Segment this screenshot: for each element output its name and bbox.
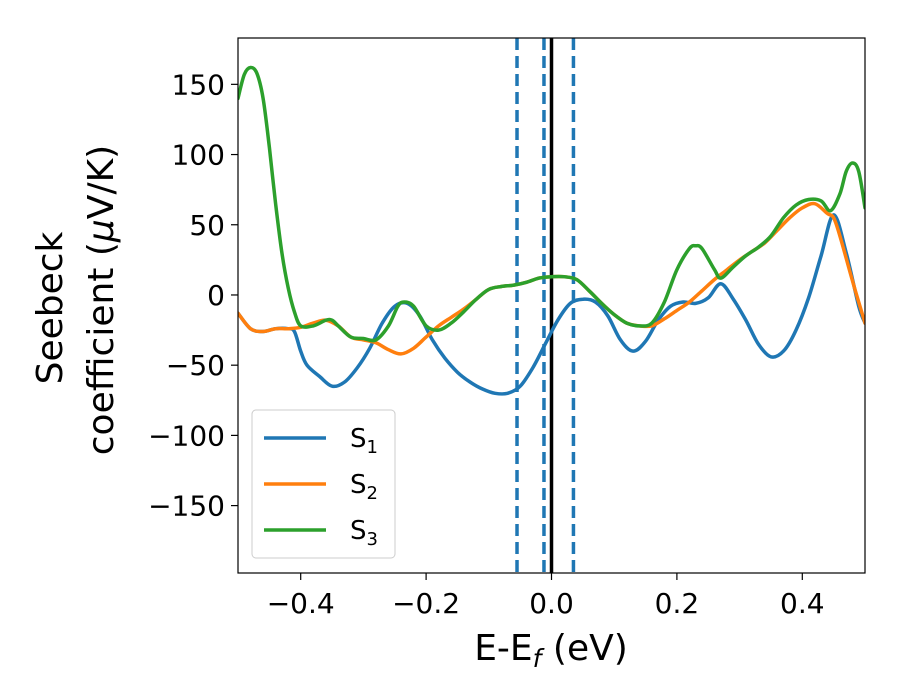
legend-label-s2: S2 (350, 470, 378, 504)
y-axis-title-line1: Seebeck (30, 231, 71, 384)
y-axis-ticks: 150 100 50 0 −50 −100 −150 (148, 68, 238, 523)
x-tick-label: 0.0 (529, 587, 574, 620)
reference-lines (515, 38, 576, 573)
x-axis-ticks: −0.4 −0.2 0.0 0.2 0.4 (267, 573, 825, 620)
x-axis-title-main: E-E (474, 628, 532, 669)
x-axis-title-unit: (eV) (541, 628, 627, 669)
legend-label-s3: S3 (350, 516, 378, 550)
series-lines (238, 65, 865, 396)
y-axis-title-part-b: V/K) (81, 145, 122, 219)
y-tick-label: −50 (166, 349, 225, 382)
x-tick-label: −0.2 (392, 587, 460, 620)
x-tick-label: 0.2 (655, 587, 700, 620)
x-tick-label: −0.4 (267, 587, 335, 620)
legend-label-s1: S1 (350, 424, 378, 458)
y-tick-label: 50 (189, 209, 225, 242)
x-axis-title: E-Ef (eV) (474, 628, 628, 673)
y-axis-title-mu: μ (81, 219, 122, 243)
y-tick-label: −150 (148, 490, 225, 523)
y-axis-title-part-a: coefficient ( (81, 242, 122, 455)
y-tick-label: 150 (172, 68, 225, 101)
series-line-s3 (238, 65, 865, 343)
y-tick-label: 0 (207, 279, 225, 312)
y-tick-label: −100 (148, 419, 225, 452)
series-line-s1 (238, 213, 865, 396)
y-axis-title-line2: coefficient (μV/K) (81, 145, 122, 455)
legend: S1 S2 S3 (251, 409, 396, 559)
x-tick-label: 0.4 (780, 587, 825, 620)
y-tick-label: 100 (172, 139, 225, 172)
